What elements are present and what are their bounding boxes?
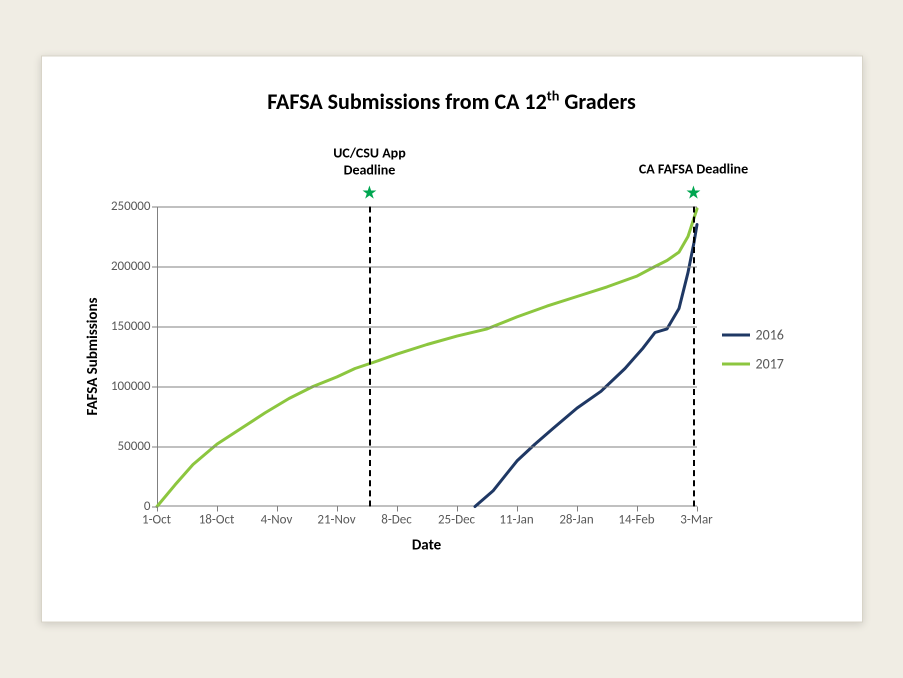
x-tick-label: 25-Dec [438, 507, 475, 528]
grid-line [157, 447, 697, 448]
y-tick-label: 100000 [111, 379, 157, 394]
grid-line [157, 267, 697, 268]
x-tick-label: 18-Oct [199, 507, 235, 528]
legend-item: 2017 [722, 356, 784, 373]
annotation-label-line: Deadline [333, 162, 405, 179]
grid-line [157, 327, 697, 328]
x-tick-label: 21-Nov [317, 507, 355, 528]
x-tick-label: 8-Dec [381, 507, 412, 528]
grid-line [157, 207, 697, 208]
legend-swatch [722, 363, 750, 366]
legend-swatch [722, 334, 750, 337]
x-tick-label: 1-Oct [142, 507, 171, 528]
chart-lines-svg [157, 207, 697, 507]
annotation-label: UC/CSU AppDeadline [333, 145, 405, 179]
y-tick-label: 50000 [118, 439, 157, 454]
chart-title: FAFSA Submissions from CA 12th Graders [42, 87, 862, 115]
annotation-line [693, 207, 695, 507]
y-tick-label: 200000 [111, 259, 157, 274]
chart-panel: FAFSA Submissions from CA 12th Graders F… [41, 56, 863, 623]
x-tick-label: 11-Jan [499, 507, 533, 528]
star-icon: ★ [361, 182, 377, 204]
x-tick-label: 14-Feb [618, 507, 654, 528]
annotation-label-line: UC/CSU App [333, 145, 405, 162]
legend-item: 2016 [722, 327, 784, 344]
legend: 2016 2017 [722, 327, 784, 385]
series-line-2017 [157, 209, 697, 507]
star-icon: ★ [685, 182, 701, 204]
plot-area: FAFSA Submissions Date 05000010000015000… [157, 207, 697, 507]
grid-line [157, 387, 697, 388]
legend-label: 2017 [756, 356, 784, 373]
y-tick-label: 250000 [111, 199, 157, 214]
x-axis-title: Date [412, 507, 441, 555]
x-tick-label: 4-Nov [261, 507, 293, 528]
y-tick-label: 150000 [111, 319, 157, 334]
title-sup: th [547, 87, 560, 105]
annotation-label: CA FAFSA Deadline [639, 161, 748, 178]
x-tick-label: 3-Mar [680, 507, 712, 528]
x-tick-label: 28-Jan [559, 507, 593, 528]
legend-label: 2016 [756, 327, 784, 344]
annotation-line [369, 207, 371, 507]
y-axis-title: FAFSA Submissions [84, 297, 102, 415]
title-post: Graders [559, 88, 635, 115]
title-pre: FAFSA Submissions from CA 12 [267, 88, 547, 115]
annotation-label-line: CA FAFSA Deadline [639, 161, 748, 178]
